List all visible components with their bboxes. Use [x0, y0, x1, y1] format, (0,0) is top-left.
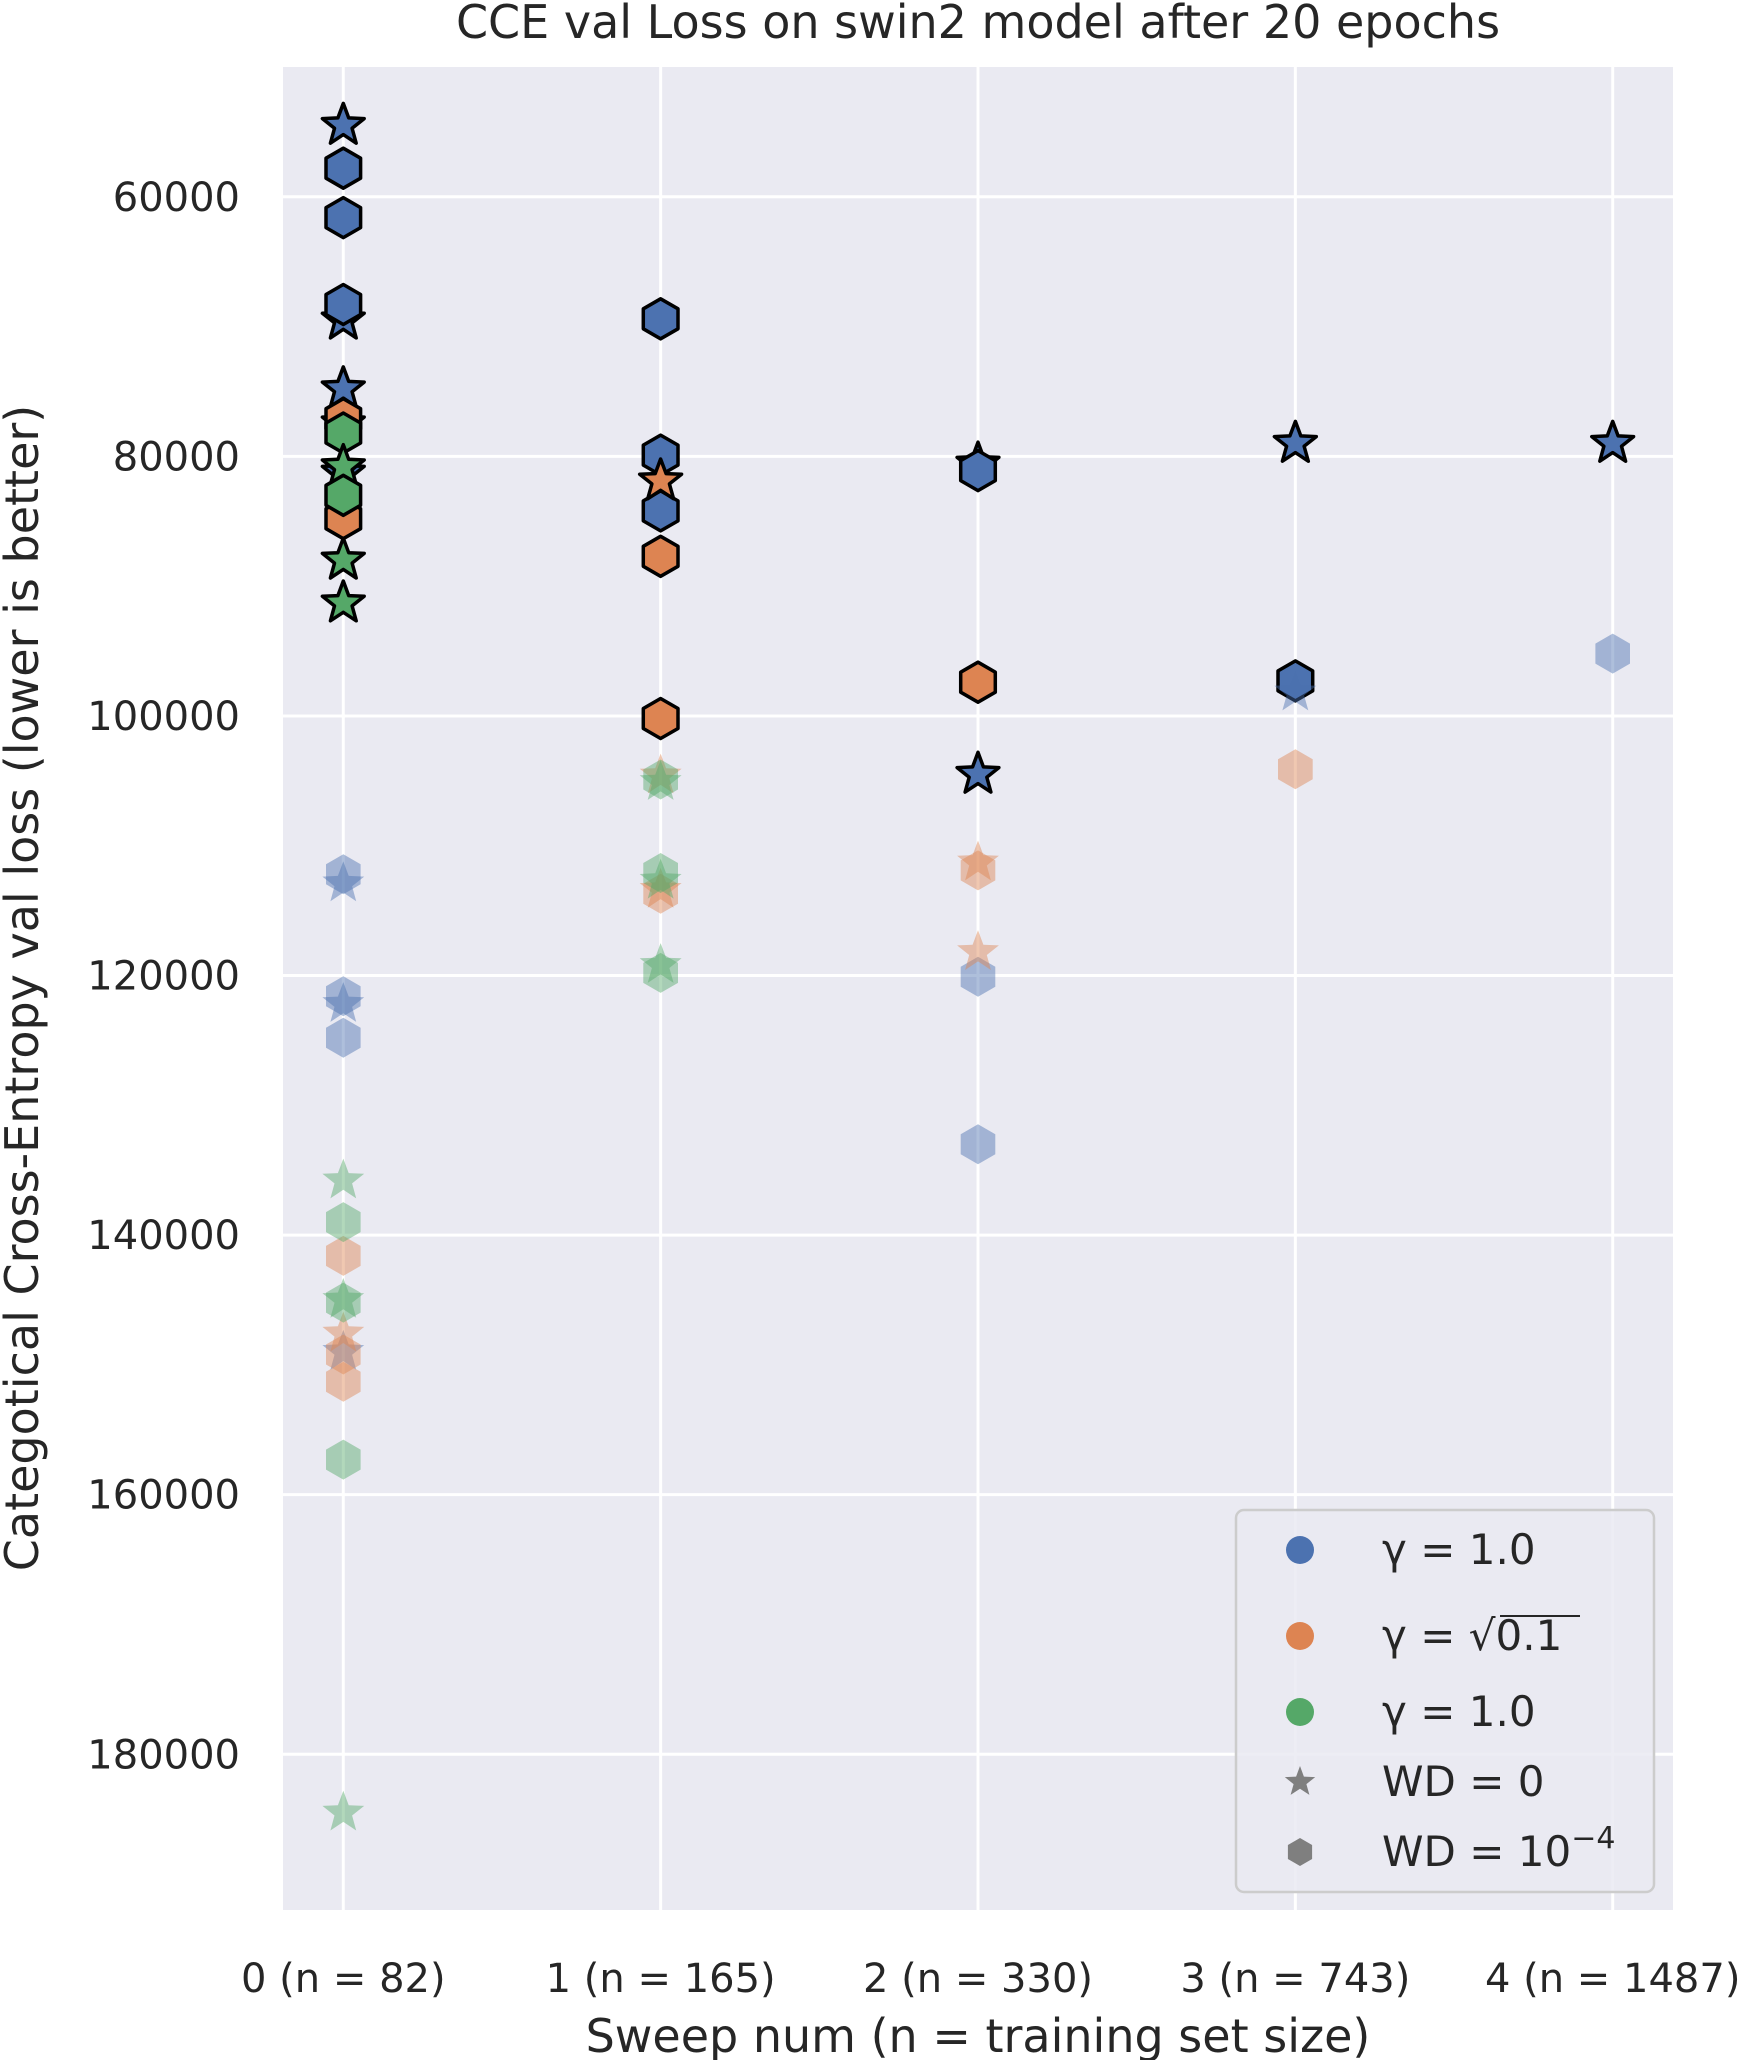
- legend-label: γ = 1.0: [1382, 1687, 1536, 1736]
- star-point: [322, 1311, 365, 1352]
- star-point: [639, 858, 682, 899]
- hexagon-point: [326, 1361, 361, 1402]
- hexagon-point: [643, 759, 678, 800]
- series-green-highlighted: [320, 411, 366, 623]
- hexagon-point: [641, 297, 680, 341]
- star-point: [320, 101, 366, 145]
- x-tick-label: 2 (n = 330): [863, 1956, 1093, 2002]
- legend-label: γ = 1.0: [1382, 1525, 1536, 1574]
- hexagon-point: [324, 473, 363, 518]
- x-axis-label: Sweep num (n = training set size): [586, 2009, 1371, 2060]
- hexagon-point: [326, 1282, 361, 1323]
- series-orange-highlighted: [324, 396, 998, 741]
- y-tick-label: 180000: [87, 1732, 240, 1778]
- x-tick-label: 0 (n = 82): [241, 1956, 446, 2002]
- hexagon-point: [326, 976, 361, 1017]
- chart-title: CCE val Loss on swin2 model after 20 epo…: [456, 0, 1500, 49]
- hexagon-point: [324, 146, 363, 190]
- hexagon-point: [960, 956, 996, 997]
- star-point: [1590, 419, 1636, 463]
- legend-label: WD = 0: [1382, 1757, 1544, 1806]
- legend-marker: [1286, 1622, 1314, 1650]
- hexagon-point: [1278, 749, 1313, 790]
- hexagon-point: [643, 853, 678, 893]
- hexagon-point: [324, 282, 363, 327]
- x-tick-label: 1 (n = 165): [546, 1956, 776, 2002]
- star-point: [322, 982, 365, 1022]
- y-axis-label: Categotical Cross-Entropy val loss (lowe…: [0, 405, 49, 1571]
- series-green-faded: [322, 759, 682, 1831]
- hexagon-point: [643, 952, 678, 993]
- legend-marker: [1287, 1838, 1313, 1866]
- x-tick-label: 4 (n = 1487): [1485, 1956, 1740, 2002]
- hexagon-point: [326, 1017, 361, 1058]
- star-point: [639, 867, 682, 908]
- hexagon-point: [1276, 659, 1315, 703]
- legend-label: γ = √0.1: [1382, 1611, 1562, 1660]
- star-point: [322, 861, 365, 902]
- hexagon-point: [641, 696, 680, 741]
- legend-marker: [1286, 1698, 1314, 1726]
- star-point: [322, 1790, 365, 1831]
- series-orange-faded: [322, 749, 1313, 1402]
- hexagon-point: [641, 534, 680, 579]
- y-tick-label: 60000: [113, 175, 240, 221]
- star-point: [639, 943, 682, 983]
- star-point: [639, 760, 682, 800]
- star-point: [957, 930, 999, 970]
- y-tick-label: 80000: [113, 434, 240, 480]
- star-point: [320, 536, 366, 580]
- star-point: [322, 1158, 365, 1199]
- hexagon-point: [958, 660, 998, 704]
- legend-box: [1234, 1508, 1656, 1894]
- star-point: [957, 840, 999, 881]
- legend-marker: [1284, 1766, 1316, 1795]
- star-point: [322, 1329, 365, 1370]
- x-tick-label: 3 (n = 743): [1180, 1956, 1410, 2002]
- y-tick-label: 160000: [87, 1473, 240, 1519]
- data-points: [320, 101, 1636, 1831]
- hexagon-point: [960, 850, 996, 891]
- hexagon-point: [326, 1202, 361, 1243]
- series-blue-faded: [322, 633, 1630, 1370]
- legend-marker: [1286, 1536, 1314, 1564]
- legend-label: WD = 10−4: [1382, 1821, 1615, 1876]
- hexagon-point: [326, 1235, 361, 1276]
- star-point: [637, 457, 684, 501]
- tick-labels: 0 (n = 82) 1 (n = 165) 2 (n = 330) 3 (n = 7…: [87, 175, 1740, 2002]
- star-point: [322, 1278, 365, 1318]
- hexagon-point: [958, 448, 998, 493]
- y-tick-label: 140000: [87, 1213, 240, 1259]
- hexagon-point: [324, 195, 363, 240]
- y-tick-label: 120000: [87, 954, 240, 1000]
- hexagon-point: [326, 1334, 361, 1375]
- star-point: [955, 750, 1001, 794]
- hexagon-point: [960, 1124, 996, 1165]
- star-point: [320, 579, 366, 623]
- hexagon-point: [326, 854, 361, 895]
- legend: γ = 1.0 γ = √0.1 γ = 1.0 WD = 0 WD = 10−4: [1234, 1508, 1656, 1894]
- hexagon-point: [641, 489, 680, 533]
- hexagon-point: [326, 1439, 361, 1480]
- star-point: [1272, 419, 1319, 463]
- hexagon-point: [1595, 633, 1630, 674]
- y-tick-label: 100000: [87, 694, 240, 740]
- star-point: [1274, 670, 1317, 711]
- star-point: [639, 753, 682, 794]
- hexagon-point: [643, 873, 678, 914]
